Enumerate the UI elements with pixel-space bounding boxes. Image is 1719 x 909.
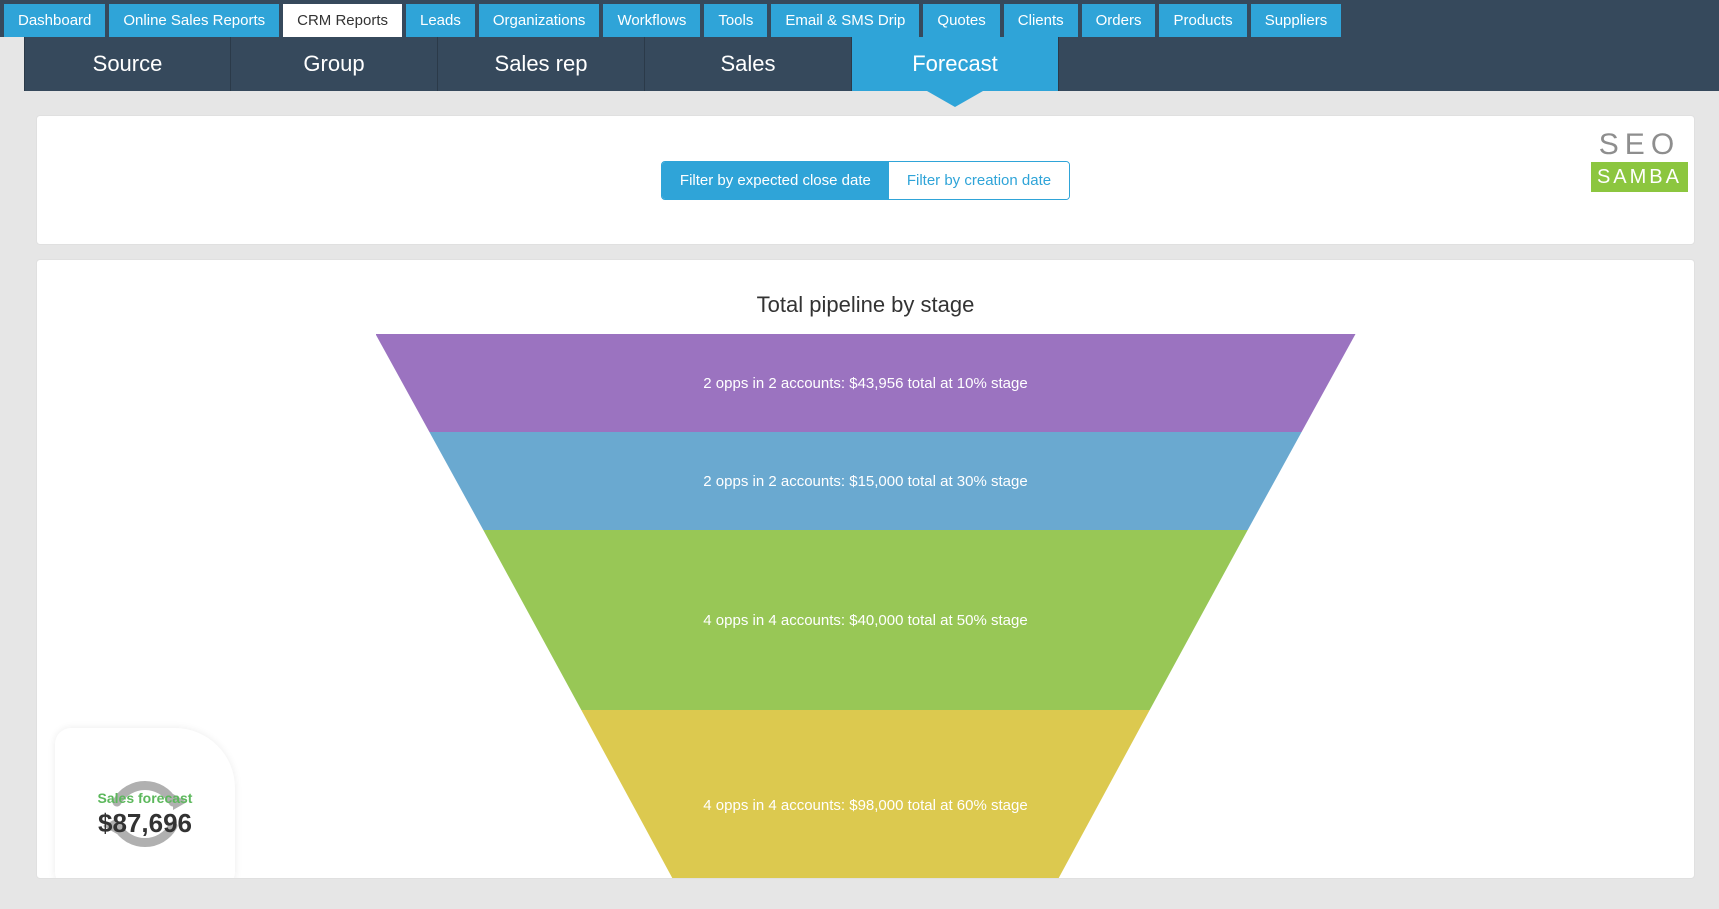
subnav-tab-forecast[interactable]: Forecast	[852, 37, 1059, 91]
subnav-tab-source[interactable]: Source	[24, 37, 231, 91]
filter-card: Filter by expected close date Filter by …	[36, 115, 1695, 245]
topnav-tab-suppliers[interactable]: Suppliers	[1251, 4, 1342, 37]
funnel-chart-card: Total pipeline by stage 2 opps in 2 acco…	[36, 259, 1695, 879]
topnav-tab-orders[interactable]: Orders	[1082, 4, 1156, 37]
forecast-amount: $87,696	[98, 808, 192, 839]
funnel-stage-label: 4 opps in 4 accounts: $40,000 total at 5…	[703, 612, 1027, 629]
filter-toggle-group: Filter by expected close date Filter by …	[661, 161, 1070, 200]
topnav-tab-crm-reports[interactable]: CRM Reports	[283, 4, 402, 37]
seosamba-logo: SEO SAMBA	[1591, 130, 1688, 192]
logo-line2: SAMBA	[1591, 162, 1688, 192]
topnav-tab-online-sales-reports[interactable]: Online Sales Reports	[109, 4, 279, 37]
topnav-tab-organizations[interactable]: Organizations	[479, 4, 600, 37]
funnel-stage-label: 2 opps in 2 accounts: $15,000 total at 3…	[703, 473, 1027, 490]
subnav-tab-group[interactable]: Group	[231, 37, 438, 91]
funnel-stage-1: 2 opps in 2 accounts: $15,000 total at 3…	[376, 432, 1356, 530]
funnel-stage-2: 4 opps in 4 accounts: $40,000 total at 5…	[376, 530, 1356, 710]
funnel-stage-label: 4 opps in 4 accounts: $98,000 total at 6…	[703, 797, 1027, 814]
topnav-tab-email-sms-drip[interactable]: Email & SMS Drip	[771, 4, 919, 37]
forecast-label: Sales forecast	[98, 790, 193, 806]
sales-forecast-widget: Sales forecast $87,696	[55, 728, 235, 879]
funnel-chart: 2 opps in 2 accounts: $43,956 total at 1…	[376, 334, 1356, 879]
filter-by-expected-close-date-button[interactable]: Filter by expected close date	[662, 162, 889, 199]
topnav-tab-leads[interactable]: Leads	[406, 4, 475, 37]
topnav-tab-quotes[interactable]: Quotes	[923, 4, 999, 37]
topnav-tab-tools[interactable]: Tools	[704, 4, 767, 37]
topnav-tab-clients[interactable]: Clients	[1004, 4, 1078, 37]
subnav-tab-sales[interactable]: Sales	[645, 37, 852, 91]
funnel-stage-0: 2 opps in 2 accounts: $43,956 total at 1…	[376, 334, 1356, 432]
funnel-stage-label: 2 opps in 2 accounts: $43,956 total at 1…	[703, 375, 1027, 392]
topnav-tab-dashboard[interactable]: Dashboard	[4, 4, 105, 37]
topnav-tab-products[interactable]: Products	[1159, 4, 1246, 37]
subnav-tab-sales-rep[interactable]: Sales rep	[438, 37, 645, 91]
filter-by-creation-date-button[interactable]: Filter by creation date	[889, 162, 1069, 199]
top-nav: DashboardOnline Sales ReportsCRM Reports…	[0, 0, 1719, 37]
funnel-stage-3: 4 opps in 4 accounts: $98,000 total at 6…	[376, 710, 1356, 879]
sub-nav: SourceGroupSales repSalesForecast	[24, 37, 1719, 91]
logo-line1: SEO	[1591, 130, 1688, 160]
page-content: Filter by expected close date Filter by …	[36, 115, 1695, 879]
chart-title: Total pipeline by stage	[37, 292, 1694, 318]
refresh-icon: Sales forecast $87,696	[95, 764, 195, 864]
topnav-tab-workflows[interactable]: Workflows	[603, 4, 700, 37]
